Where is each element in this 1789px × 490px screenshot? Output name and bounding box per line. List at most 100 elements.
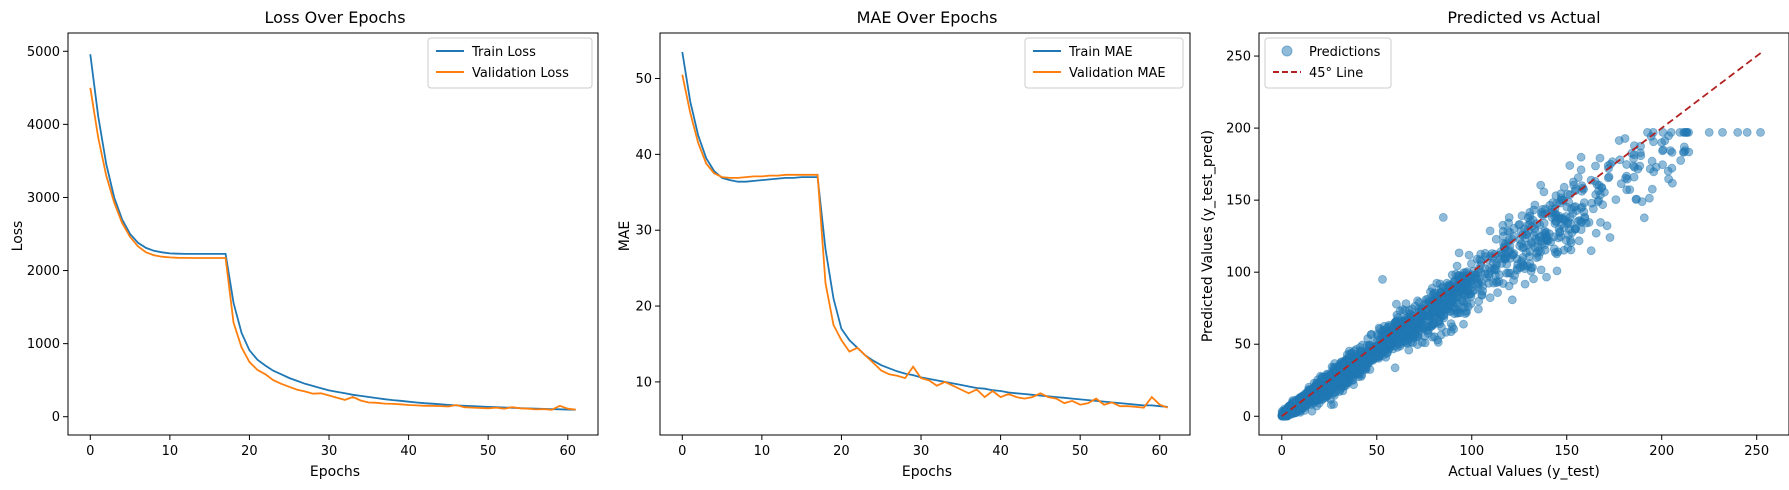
mae-plot-area	[681, 51, 1169, 409]
scatter-plot-area	[1277, 51, 1765, 421]
scatter-point	[1574, 236, 1584, 246]
scatter-y-ticks: 0 50 100 150 200 250	[1226, 50, 1259, 425]
scatter-point	[1366, 330, 1376, 340]
scatter-point	[1520, 279, 1530, 289]
scatter-point	[1367, 354, 1377, 364]
x-tick-label: 50	[1072, 444, 1089, 459]
scatter-point	[1382, 330, 1392, 340]
scatter-point	[1553, 247, 1563, 257]
scatter-point	[1565, 161, 1575, 170]
y-tick-label: 150	[1226, 194, 1251, 209]
mae-legend-box	[1024, 37, 1184, 89]
scatter-point	[1459, 319, 1468, 329]
x-tick-label: 30	[321, 444, 338, 459]
pred-vs-actual-chart: Predicted vs Actual 0 50 100 150 200 250 0 50 1…	[1200, 8, 1789, 480]
scatter-point	[1452, 261, 1462, 271]
x-tick-label: 10	[162, 444, 179, 459]
scatter-point	[1756, 127, 1765, 137]
scatter-point	[1658, 160, 1667, 170]
scatter-point	[1533, 243, 1543, 252]
x-tick-label: 250	[1744, 444, 1769, 459]
scatter-point	[1621, 173, 1630, 183]
loss-x-axis-label: Epochs	[310, 464, 360, 480]
scatter-point	[1536, 180, 1546, 190]
scatter-point	[1595, 153, 1605, 163]
scatter-point	[1576, 225, 1586, 235]
scatter-point	[1444, 302, 1453, 312]
x-tick-label: 60	[559, 444, 576, 459]
scatter-point	[1464, 250, 1474, 260]
y-tick-label: 250	[1226, 50, 1251, 65]
scatter-point	[1413, 296, 1422, 306]
scatter-point	[1477, 277, 1486, 287]
scatter-point	[1676, 156, 1686, 165]
scatter-point	[1317, 373, 1327, 382]
scatter-point	[1438, 212, 1448, 222]
scatter-point	[1393, 313, 1403, 322]
scatter-point	[1494, 251, 1503, 261]
y-tick-label: 0	[1243, 410, 1251, 425]
scatter-point	[1528, 215, 1538, 225]
scatter-point	[1398, 305, 1408, 314]
scatter-point	[1401, 338, 1411, 348]
scatter-point	[1663, 166, 1673, 176]
y-tick-label: 30	[635, 224, 652, 239]
scatter-point	[1635, 161, 1645, 171]
scatter-point	[1611, 195, 1621, 205]
loss-y-axis-label: Loss	[10, 221, 26, 252]
scatter-point	[1704, 127, 1714, 137]
scatter-point	[1536, 265, 1546, 275]
scatter-point	[1565, 219, 1575, 228]
scatter-point	[1403, 325, 1413, 335]
y-tick-label: 100	[1226, 266, 1251, 281]
mae-chart: MAE Over Epochs 0 10 20 30 40 50 60 10 20 30 40 50…	[617, 8, 1191, 480]
scatter-point	[1388, 344, 1398, 354]
scatter-point	[1622, 185, 1632, 195]
scatter-point	[1476, 249, 1486, 259]
scatter-point	[1643, 127, 1652, 137]
scatter-point	[1447, 270, 1457, 280]
x-tick-label: 50	[1369, 444, 1386, 459]
x-tick-label: 100	[1459, 444, 1484, 459]
scatter-legend-box	[1264, 37, 1392, 89]
scatter-point	[1312, 395, 1321, 405]
scatter-point	[1576, 203, 1586, 213]
scatter-point	[1461, 306, 1471, 316]
y-tick-label: 0	[52, 410, 60, 425]
loss-chart-title: Loss Over Epochs	[264, 8, 405, 27]
mae-chart-title: MAE Over Epochs	[857, 8, 998, 27]
scatter-point	[1519, 261, 1529, 271]
scatter-point	[1561, 212, 1571, 221]
scatter-point	[1605, 233, 1615, 242]
scatter-point	[1436, 330, 1446, 340]
scatter-point	[1529, 205, 1539, 215]
scatter-point	[1542, 272, 1551, 282]
loss-x-ticks: 0 10 20 30 40 50 60	[86, 435, 576, 459]
x-tick-label: 0	[678, 444, 686, 459]
scatter-point	[1521, 248, 1531, 258]
mae-legend: Train MAE Validation MAE	[1024, 37, 1184, 89]
loss-plot-area	[89, 54, 576, 411]
y-tick-label: 40	[635, 148, 652, 163]
scatter-point	[1576, 152, 1586, 162]
scatter-point	[1666, 127, 1676, 137]
x-tick-label: 50	[480, 444, 497, 459]
scatter-point	[1597, 182, 1607, 192]
scatter-point	[1452, 282, 1462, 292]
scatter-point	[1559, 182, 1569, 192]
scatter-point	[1467, 259, 1476, 269]
series-line-train-mae	[681, 51, 1168, 408]
series-line-validation-loss	[89, 87, 576, 411]
y-tick-label: 2000	[27, 264, 60, 279]
x-tick-label: 40	[400, 444, 417, 459]
scatter-legend-line-label: 45° Line	[1309, 66, 1363, 81]
mae-y-axis-label: MAE	[617, 221, 633, 252]
scatter-point	[1468, 286, 1478, 296]
scatter-point	[1529, 274, 1538, 284]
x-tick-label: 60	[1151, 444, 1168, 459]
scatter-point	[1639, 213, 1649, 223]
scatter-point	[1539, 218, 1549, 228]
mae-x-axis-label: Epochs	[902, 464, 952, 480]
scatter-point	[1733, 127, 1743, 137]
scatter-point	[1378, 274, 1387, 284]
